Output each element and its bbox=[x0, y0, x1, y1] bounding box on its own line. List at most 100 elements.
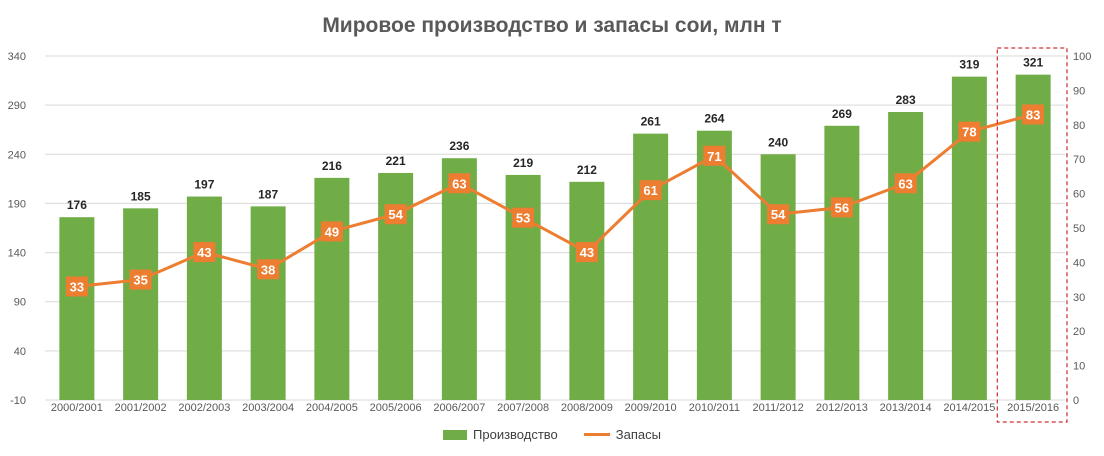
stocks-label-box bbox=[639, 180, 662, 201]
stocks-label-box bbox=[830, 197, 853, 218]
production-bar bbox=[250, 206, 286, 400]
x-tick-label: 2002/2003 bbox=[178, 402, 230, 414]
stocks-value-label: 83 bbox=[1026, 107, 1040, 122]
production-value-label: 187 bbox=[258, 187, 278, 201]
stocks-line bbox=[76, 113, 1034, 288]
production-value-label: 319 bbox=[959, 58, 979, 72]
production-value-label: 261 bbox=[641, 115, 661, 129]
x-axis-labels: 2000/2001 2001/2002 2002/2003 2003/2004 2004… bbox=[51, 402, 1059, 414]
left-tick-label: 340 bbox=[8, 51, 26, 63]
production-value-label: 269 bbox=[832, 107, 852, 121]
x-tick-label: 2013/2014 bbox=[880, 402, 932, 414]
production-bar bbox=[569, 181, 605, 400]
production-bar bbox=[441, 158, 477, 400]
x-tick-label: 2004/2005 bbox=[306, 402, 358, 414]
stocks-swatch bbox=[583, 433, 610, 436]
stocks-label-box bbox=[384, 204, 407, 225]
legend-label-stocks: Запасы bbox=[615, 427, 661, 442]
production-bar bbox=[696, 130, 732, 400]
x-tick-label: 2011/2012 bbox=[753, 402, 804, 414]
stocks-value-label: 49 bbox=[325, 224, 339, 239]
right-tick-label: 10 bbox=[1073, 361, 1085, 373]
left-tick-label: 290 bbox=[8, 100, 26, 112]
left-tick-label: 40 bbox=[14, 346, 26, 358]
stocks-label-box bbox=[1022, 104, 1045, 125]
production-value-label: 197 bbox=[194, 178, 214, 192]
stocks-label-box bbox=[767, 204, 790, 225]
production-bar bbox=[186, 196, 222, 400]
right-tick-label: 60 bbox=[1073, 189, 1085, 201]
stocks-value-label: 78 bbox=[962, 125, 976, 140]
production-swatch bbox=[443, 429, 468, 440]
production-value-label: 221 bbox=[386, 154, 406, 168]
stocks-value-label: 33 bbox=[70, 279, 84, 294]
legend: Производство Запасы bbox=[0, 427, 1104, 442]
stocks-label-box bbox=[129, 269, 152, 290]
production-bar bbox=[1015, 74, 1051, 400]
stocks-label-box bbox=[65, 276, 88, 297]
production-bar bbox=[824, 125, 860, 400]
x-tick-label: 2012/2013 bbox=[816, 402, 868, 414]
stocks-value-label: 54 bbox=[771, 207, 786, 222]
stocks-value-label: 54 bbox=[388, 207, 403, 222]
stocks-label-box bbox=[193, 242, 216, 263]
stocks-value-label: 53 bbox=[516, 211, 530, 226]
production-value-label: 283 bbox=[896, 93, 916, 107]
x-tick-label: 2006/2007 bbox=[433, 402, 485, 414]
production-value-label: 240 bbox=[768, 135, 788, 149]
right-tick-label: 20 bbox=[1073, 326, 1085, 338]
right-tick-label: 50 bbox=[1073, 223, 1085, 235]
production-value-labels: 176 185 197 187 216 221 236 219 212 261 264 240 269 2… bbox=[67, 56, 1044, 213]
stocks-value-label: 35 bbox=[133, 273, 147, 288]
right-tick-label: 100 bbox=[1073, 51, 1091, 63]
right-tick-label: 90 bbox=[1073, 85, 1085, 97]
x-tick-label: 2009/2010 bbox=[625, 402, 677, 414]
x-tick-label: 2014/2015 bbox=[943, 402, 995, 414]
x-tick-label: 2008/2009 bbox=[561, 402, 613, 414]
stocks-value-label: 63 bbox=[898, 176, 912, 191]
x-tick-label: 2005/2006 bbox=[370, 402, 422, 414]
stocks-label-box bbox=[257, 259, 280, 280]
right-tick-label: 0 bbox=[1073, 395, 1079, 407]
production-value-label: 185 bbox=[131, 189, 151, 203]
highlight-box bbox=[996, 47, 1068, 423]
x-tick-label: 2003/2004 bbox=[242, 402, 294, 414]
left-tick-label: -10 bbox=[10, 395, 26, 407]
left-axis-ticks: -10 40 90 140 190 240 290 340 bbox=[8, 51, 26, 407]
stocks-value-label: 43 bbox=[580, 245, 594, 260]
x-tick-label: 2000/2001 bbox=[51, 402, 103, 414]
x-tick-label: 2001/2002 bbox=[115, 402, 167, 414]
left-tick-label: 240 bbox=[8, 149, 26, 161]
stocks-label-box bbox=[320, 221, 343, 242]
right-tick-label: 80 bbox=[1073, 120, 1085, 132]
production-value-label: 236 bbox=[449, 139, 469, 153]
left-tick-label: 90 bbox=[14, 297, 26, 309]
right-tick-label: 70 bbox=[1073, 154, 1085, 166]
chart-title: Мировое производство и запасы сои, млн т bbox=[322, 14, 782, 37]
stocks-value-label: 43 bbox=[197, 245, 211, 260]
left-tick-label: 190 bbox=[8, 198, 26, 210]
right-axis-ticks: 0 10 20 30 40 50 60 70 80 90 100 bbox=[1073, 51, 1091, 407]
left-tick-label: 140 bbox=[8, 248, 26, 260]
stocks-value-label: 56 bbox=[835, 200, 849, 215]
production-value-label: 321 bbox=[1023, 56, 1043, 70]
production-value-label: 264 bbox=[704, 112, 724, 126]
x-tick-label: 2015/2016 bbox=[1007, 402, 1059, 414]
production-bar bbox=[633, 133, 669, 400]
production-bar bbox=[314, 177, 350, 400]
right-tick-label: 30 bbox=[1073, 292, 1085, 304]
production-value-label: 219 bbox=[513, 156, 533, 170]
stocks-label-box bbox=[448, 173, 471, 194]
production-value-label: 216 bbox=[322, 159, 342, 173]
stocks-value-labels: 33 35 43 38 49 54 63 53 43 61 71 54 56 63 78 83 bbox=[65, 104, 1045, 297]
production-bar bbox=[888, 112, 924, 400]
highlight-rect bbox=[996, 47, 1068, 423]
stocks-line-path bbox=[76, 113, 1034, 288]
production-bar bbox=[59, 217, 95, 400]
stocks-value-label: 63 bbox=[452, 176, 466, 191]
stocks-label-box bbox=[703, 145, 726, 166]
stocks-label-box bbox=[894, 173, 917, 194]
legend-label-production: Производство bbox=[473, 427, 558, 442]
stocks-label-box bbox=[575, 242, 598, 263]
production-bar bbox=[123, 208, 159, 400]
